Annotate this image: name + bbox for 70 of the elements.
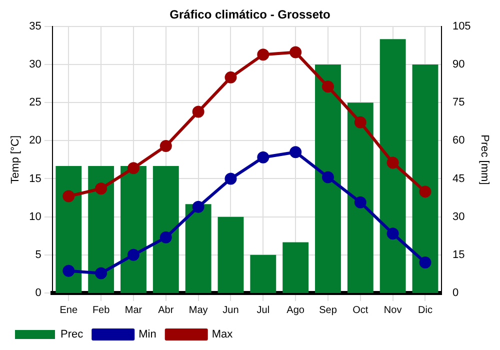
point: [224, 172, 237, 185]
point: [257, 151, 270, 164]
y2-tick-label: 45: [452, 172, 465, 185]
x-tick-label: Ene: [60, 304, 78, 316]
point: [62, 190, 75, 202]
point: [62, 264, 75, 277]
y2-tick-label: 15: [452, 248, 465, 261]
x-tick-label: Mar: [124, 304, 143, 316]
point: [290, 146, 302, 158]
bar: [152, 166, 179, 293]
y-tick-label: 15: [29, 172, 42, 185]
y-tick-label: 35: [29, 20, 42, 32]
bar: [412, 64, 438, 293]
x-tick-label: May: [188, 304, 208, 316]
point: [127, 162, 140, 174]
point: [354, 116, 366, 128]
point: [160, 231, 172, 244]
point: [322, 80, 334, 93]
y-tick-label: 25: [29, 96, 42, 109]
bar: [282, 242, 309, 293]
bar: [347, 102, 374, 293]
point: [192, 106, 204, 118]
y2-tick-label: 60: [452, 134, 465, 147]
x-tick-label: Dic: [418, 304, 432, 316]
y-tick-label: 20: [29, 134, 42, 147]
legend-label: Min: [138, 328, 156, 341]
bar: [185, 204, 212, 293]
x-tick-label: Abr: [158, 304, 174, 316]
point: [257, 48, 270, 61]
point: [192, 200, 204, 213]
bar: [380, 39, 406, 293]
point: [95, 267, 108, 280]
point: [160, 140, 172, 152]
y2-axis-title: Prec [mm]: [478, 134, 490, 185]
y-axis-title: Temp [°C]: [10, 135, 22, 184]
bar: [88, 166, 114, 293]
y2-tick-label: 0: [452, 287, 459, 300]
point: [419, 186, 432, 198]
point: [386, 228, 399, 240]
x-tick-label: Nov: [384, 304, 402, 316]
point: [224, 71, 237, 84]
point: [322, 171, 334, 184]
y-tick-label: 0: [35, 287, 42, 300]
x-tick-label: Feb: [92, 304, 110, 316]
bar: [56, 166, 82, 293]
bar: [315, 64, 341, 293]
x-tick-label: Sep: [319, 304, 338, 316]
point: [354, 196, 366, 208]
bar: [120, 166, 146, 293]
bar: [218, 216, 244, 293]
bar: [250, 254, 276, 293]
y2-tick-label: 90: [452, 58, 465, 71]
x-tick-label: Jul: [256, 304, 270, 316]
y-tick-label: 30: [29, 58, 42, 71]
y-tick-label: 5: [35, 248, 42, 261]
point: [127, 248, 140, 261]
legend-label: Max: [212, 328, 234, 341]
point: [290, 46, 302, 58]
y2-tick-label: 75: [452, 96, 465, 109]
legend-label: Prec: [60, 328, 84, 341]
y2-tick-label: 105: [452, 20, 471, 32]
point: [386, 156, 399, 169]
chart-title: Gráfico climático - Grosseto: [170, 8, 330, 22]
x-tick-label: Oct: [352, 304, 368, 316]
x-tick-label: Jun: [222, 304, 239, 316]
y2-tick-label: 30: [452, 210, 465, 223]
x-tick-label: Ago: [286, 304, 305, 316]
point: [95, 182, 108, 195]
y-tick-label: 10: [29, 210, 42, 223]
point: [419, 256, 432, 269]
